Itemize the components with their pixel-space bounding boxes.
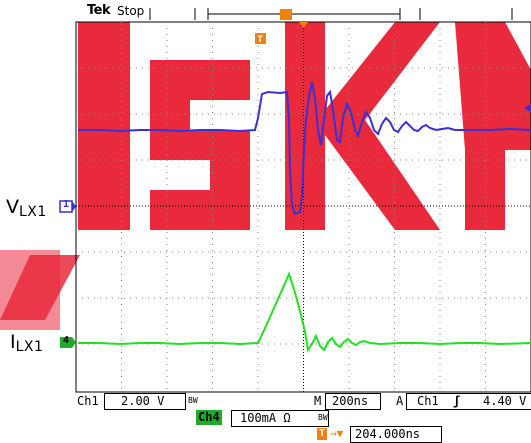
ch1-marker-number: 1 xyxy=(63,199,70,210)
ch1-trace xyxy=(78,81,531,216)
trig-source: Ch1 xyxy=(417,394,439,408)
m-label: M xyxy=(314,394,322,408)
status-bar: Tek Stop xyxy=(0,0,531,22)
ch4-bw-indicator: BW xyxy=(318,413,328,422)
ch4-scale: 100mA Ω xyxy=(240,411,291,425)
brand-logo: Tek xyxy=(87,3,111,18)
ch1-signal-label: VLX1 xyxy=(6,196,47,221)
trigger-position-marker xyxy=(255,33,266,44)
trigger-level-marker xyxy=(524,104,531,112)
run-state: Stop xyxy=(117,4,145,18)
delay-box[interactable]: 204.000ns xyxy=(350,426,442,443)
ch4-marker-number: 4 xyxy=(63,335,70,346)
ch1-bw-indicator: BW xyxy=(188,396,198,405)
delay-arrow-icon: →▼ xyxy=(330,427,344,440)
ch4-trace xyxy=(78,271,531,353)
svg-text:T: T xyxy=(258,35,264,45)
ch1-scale-box[interactable]: 2.00 V xyxy=(104,393,186,410)
graticule xyxy=(75,21,531,393)
ch1-scale: 2.00 V xyxy=(121,394,165,408)
delay-t-marker: T xyxy=(317,428,328,440)
center-axes xyxy=(76,22,531,392)
trigger-box[interactable]: Ch1 ʃ 4.40 V xyxy=(406,393,531,410)
a-label: A xyxy=(396,394,404,408)
trig-slope-icon: ʃ xyxy=(453,394,461,408)
ch4-ground-marker xyxy=(60,337,72,348)
ch4-signal-label: ILX1 xyxy=(10,331,44,356)
ch1-name: Ch1 xyxy=(77,394,99,408)
timebase: 200ns xyxy=(332,394,369,408)
ch4-name: Ch4 xyxy=(196,410,222,425)
grid xyxy=(76,22,531,392)
record-view-bar xyxy=(149,8,513,20)
timebase-box[interactable]: 200ns xyxy=(325,393,381,410)
trig-level: 4.40 V xyxy=(483,394,527,408)
delay-value: 204.000ns xyxy=(355,427,421,441)
ch4-scale-box[interactable]: 100mA Ω BW xyxy=(231,410,329,427)
